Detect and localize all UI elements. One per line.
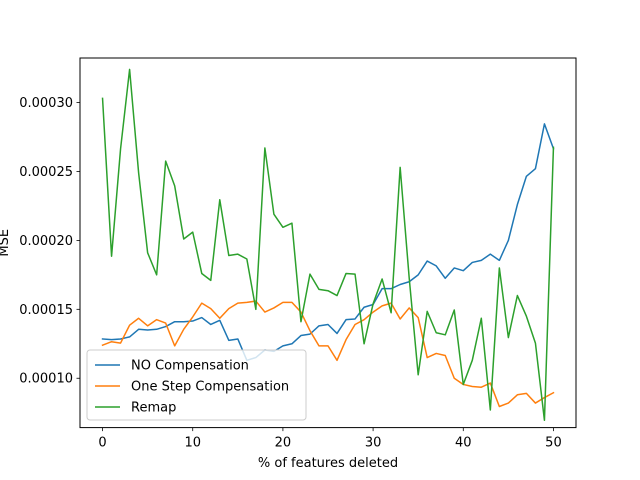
series-line-2 xyxy=(101,68,555,422)
plot-area-frame xyxy=(79,57,577,429)
x-axis-ticks: 0 10 20 30 40 50 xyxy=(98,427,562,451)
legend-label-0: NO Compensation xyxy=(131,359,249,374)
x-axis-label: % of features deleted xyxy=(258,456,398,471)
y-tick-label: 0.00025 xyxy=(19,165,73,180)
x-tick-label: 10 xyxy=(184,436,201,451)
y-tick-label: 0.00010 xyxy=(19,372,73,387)
y-tick-label: 0.00015 xyxy=(19,303,73,318)
series-line-0 xyxy=(101,123,555,362)
series-layer xyxy=(101,68,555,422)
y-tick-label: 0.00020 xyxy=(19,234,73,249)
y-axis-ticks: 0.00010 0.00015 0.00020 0.00025 0.00030 xyxy=(19,96,80,387)
legend: NO Compensation One Step Compensation Rema… xyxy=(86,349,307,421)
legend-label-1: One Step Compensation xyxy=(131,380,289,395)
x-tick-label: 0 xyxy=(98,436,106,451)
x-tick-label: 50 xyxy=(545,436,562,451)
y-tick-label: 0.00030 xyxy=(19,96,73,111)
legend-label-2: Remap xyxy=(131,401,176,416)
series-line-1 xyxy=(101,300,555,408)
y-axis-label: MSE xyxy=(0,229,12,257)
x-tick-label: 40 xyxy=(455,436,472,451)
legend-box xyxy=(86,349,307,421)
x-tick-label: 20 xyxy=(275,436,292,451)
x-tick-label: 30 xyxy=(365,436,382,451)
